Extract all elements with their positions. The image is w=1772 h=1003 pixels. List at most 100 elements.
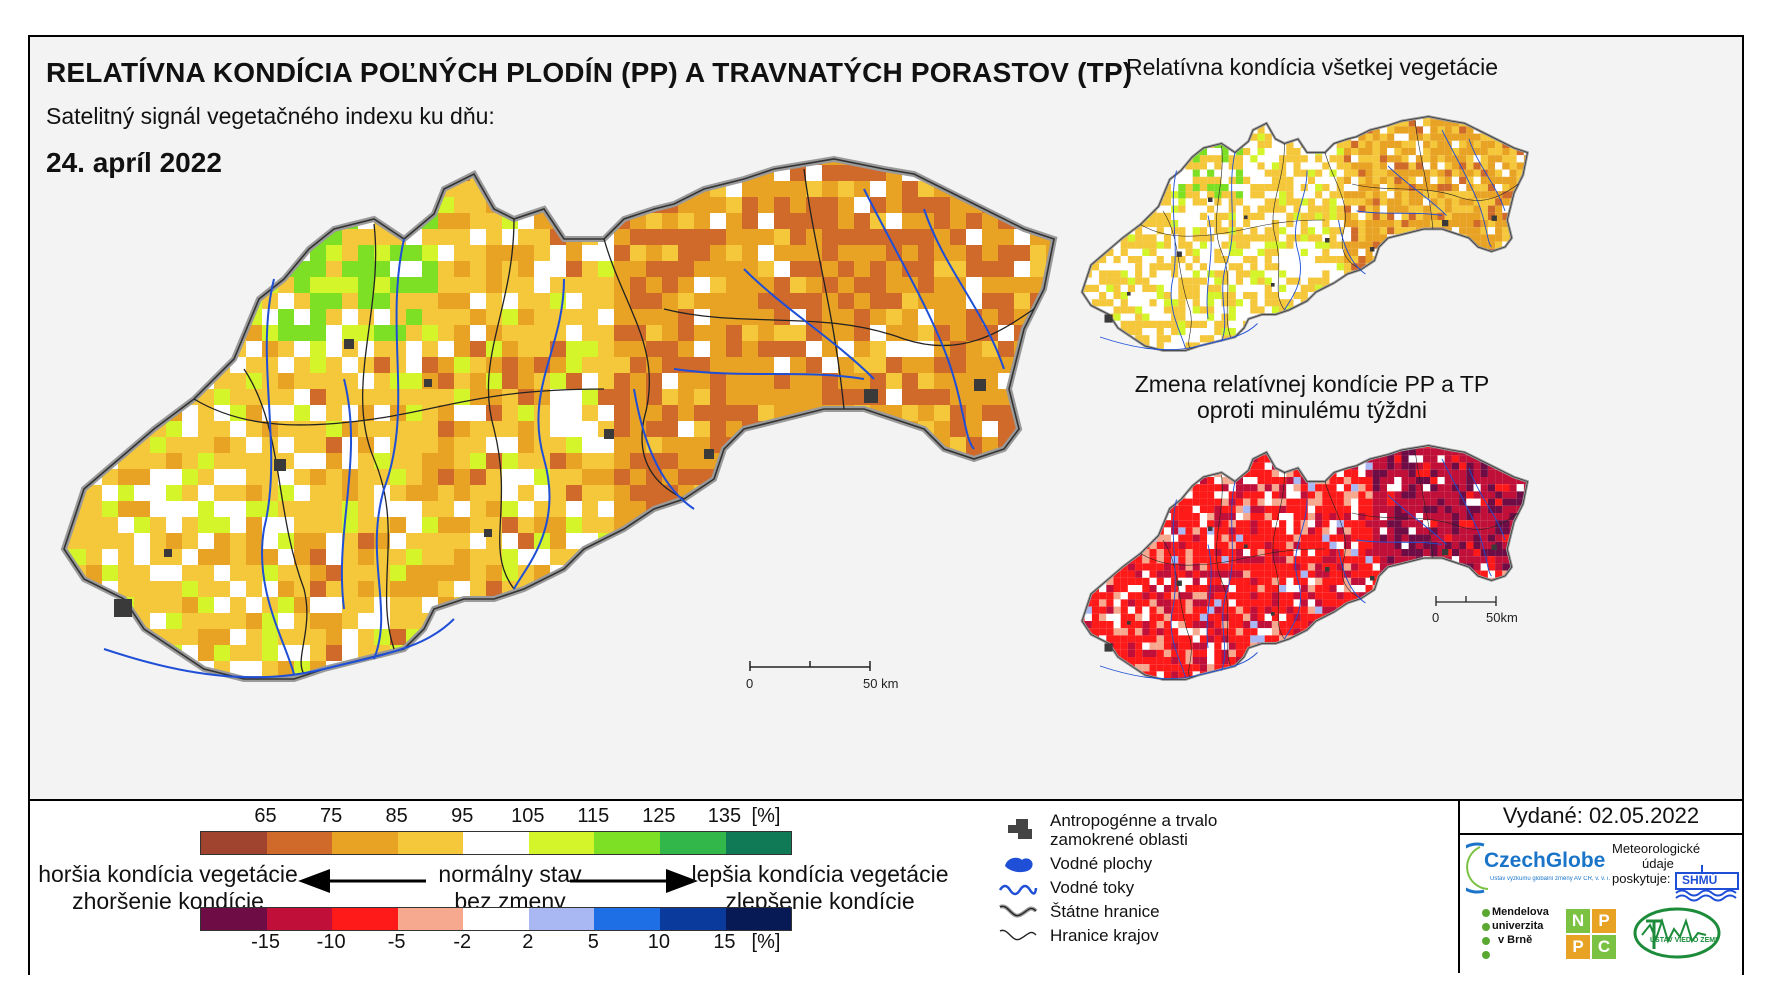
- raster-cell: [630, 181, 646, 197]
- raster-cell: [838, 565, 854, 581]
- raster-cell: [262, 165, 278, 181]
- raster-cell: [1127, 155, 1136, 163]
- raster-cell: [1082, 342, 1085, 350]
- raster-cell: [1516, 263, 1524, 271]
- raster-cell: [1459, 169, 1467, 177]
- raster-cell: [342, 581, 358, 597]
- raster-cell: [1466, 277, 1474, 285]
- raster-cell: [486, 165, 502, 181]
- raster-cell: [726, 613, 742, 629]
- raster-cell: [470, 421, 486, 437]
- raster-cell: [1300, 292, 1308, 300]
- raster-cell: [870, 549, 886, 565]
- raster-cell: [518, 277, 534, 293]
- raster-cell: [694, 661, 710, 677]
- raster-cell: [1415, 477, 1424, 485]
- raster-cell: [1466, 169, 1474, 177]
- raster-cell: [1257, 184, 1265, 192]
- raster-cell: [1408, 306, 1416, 314]
- raster-cell: [1408, 176, 1416, 184]
- raster-cell: [1156, 462, 1164, 470]
- raster-cell: [1243, 477, 1251, 485]
- raster-cell: [406, 597, 422, 613]
- raster-cell: [550, 437, 566, 453]
- raster-cell: [646, 277, 662, 293]
- raster-cell: [1459, 299, 1467, 307]
- raster-cell: [1207, 133, 1215, 141]
- raster-cell: [1127, 116, 1136, 120]
- raster-cell: [1014, 501, 1030, 517]
- raster-cell: [1014, 197, 1030, 213]
- raster-cell: [1437, 220, 1445, 228]
- raster-cell: [1106, 342, 1114, 350]
- raster-cell: [1235, 270, 1244, 278]
- raster-cell: [1271, 299, 1280, 307]
- raster-cell: [1221, 248, 1229, 256]
- raster-cell: [1156, 277, 1164, 285]
- raster-cell: [1142, 191, 1150, 199]
- raster-cell: [374, 277, 390, 293]
- raster-cell: [1106, 270, 1114, 278]
- raster-cell: [342, 357, 358, 373]
- raster-cell: [1444, 335, 1452, 343]
- raster-cell: [886, 469, 902, 485]
- raster-cell: [1300, 320, 1308, 328]
- raster-cell: [310, 565, 326, 581]
- raster-cell: [1408, 220, 1416, 228]
- raster-cell: [1221, 162, 1229, 170]
- raster-cell: [246, 501, 262, 517]
- raster-cell: [774, 485, 790, 501]
- raster-cell: [64, 437, 70, 453]
- raster-cell: [646, 341, 662, 357]
- raster-cell: [1502, 328, 1510, 336]
- raster-cell: [1473, 212, 1481, 220]
- raster-cell: [1487, 477, 1496, 485]
- raster-cell: [1214, 205, 1222, 213]
- raster-cell: [1279, 277, 1287, 285]
- raster-cell: [742, 341, 758, 357]
- raster-cell: [1358, 248, 1366, 256]
- raster-cell: [566, 453, 582, 469]
- raster-cell: [630, 645, 646, 661]
- raster-cell: [1185, 140, 1193, 148]
- raster-cell: [1344, 357, 1351, 364]
- raster-cell: [1466, 220, 1474, 228]
- raster-cell: [1163, 162, 1172, 170]
- river: [1099, 323, 1258, 351]
- raster-cell: [1531, 126, 1538, 133]
- raster-cell: [1487, 126, 1496, 134]
- raster-cell: [1451, 241, 1460, 249]
- raster-cell: [1423, 320, 1431, 328]
- raster-cell: [1365, 313, 1373, 321]
- raster-cell: [1365, 320, 1373, 328]
- raster-cell: [1430, 248, 1438, 256]
- raster-cell: [1171, 126, 1179, 134]
- raster-cell: [214, 197, 230, 213]
- raster-cell: [854, 517, 870, 533]
- raster-cell: [694, 581, 710, 597]
- raster-cell: [1300, 191, 1308, 199]
- raster-cell: [230, 197, 246, 213]
- raster-cell: [1315, 349, 1323, 351]
- raster-cell: [1156, 227, 1164, 235]
- raster-cell: [294, 197, 310, 213]
- raster-cell: [1444, 462, 1452, 470]
- raster-cell: [934, 613, 950, 629]
- raster-cell: [1531, 463, 1538, 470]
- raster-cell: [598, 405, 614, 421]
- raster-cell: [182, 293, 198, 309]
- raster-cell: [1437, 477, 1445, 485]
- raster-cell: [1014, 677, 1030, 679]
- raster-cell: [1099, 184, 1107, 192]
- raster-cell: [1279, 116, 1287, 120]
- raster-cell: [150, 165, 166, 181]
- raster-cell: [1415, 277, 1424, 285]
- raster-cell: [1243, 256, 1251, 264]
- raster-cell: [1271, 335, 1280, 343]
- raster-cell: [838, 421, 854, 437]
- raster-cell: [1271, 263, 1280, 271]
- raster-cell: [1099, 455, 1107, 463]
- raster-cell: [1235, 241, 1244, 249]
- raster-cell: [646, 405, 662, 421]
- raster-cell: [502, 693, 518, 709]
